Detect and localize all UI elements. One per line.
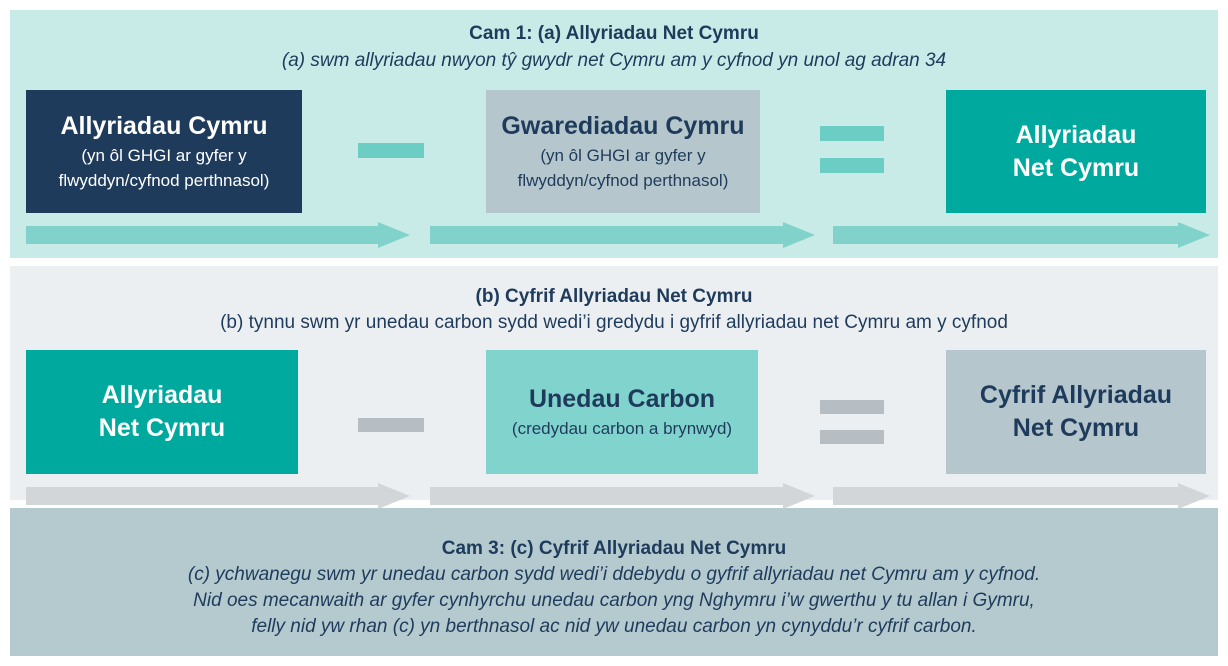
box: Allyriadau Net Cymru (946, 90, 1206, 213)
minus (358, 418, 424, 432)
equals (820, 126, 884, 141)
box-title: Gwarediadau Cymru (501, 112, 745, 140)
box: Cyfrif Allyriadau Net Cymru (946, 350, 1206, 474)
arrows-1 (26, 222, 1210, 248)
panel-3 (10, 508, 1218, 656)
box: Allyriadau Cymru (yn ôl GHGI ar gyfer y fl… (26, 90, 302, 213)
box-title: Allyriadau (1015, 120, 1137, 149)
arrows-2 (26, 483, 1210, 509)
subtitle: (b) tynnu swm yr unedau carbon sydd wedi… (220, 312, 1008, 333)
box: Allyriadau Net Cymru (26, 350, 298, 474)
box-note: (yn ôl GHGI ar gyfer y (540, 146, 706, 165)
text-line: (c) ychwanegu swm yr unedau carbon sydd … (187, 564, 1041, 585)
box-title: Net Cymru (1012, 153, 1140, 182)
box: Gwarediadau Cymru (yn ôl GHGI ar gyfer y f… (486, 90, 760, 213)
minus (358, 143, 424, 158)
title: (b) Cyfrif Allyriadau Net Cymru (475, 286, 753, 307)
text-line: felly nid yw rhan (c) yn berthnasol ac n… (251, 616, 977, 637)
box-title: Unedau Carbon (528, 385, 716, 413)
box-title: Net Cymru (1012, 414, 1140, 442)
box-note: flwyddyn/cyfnod perthnasol) (517, 171, 729, 190)
subtitle: (a) swm allyriadau nwyon tŷ gwydr net Cy… (281, 50, 947, 71)
text-line: Nid oes mecanwaith ar gyfer cynhyrchu un… (193, 590, 1035, 611)
box-note: flwyddyn/cyfnod perthnasol) (58, 171, 270, 190)
box-title: Cyfrif Allyriadau (979, 381, 1173, 409)
title: Cam 3: (c) Cyfrif Allyriadau Net Cymru (441, 538, 787, 559)
equals (820, 158, 884, 173)
box-note: (yn ôl GHGI ar gyfer y (81, 146, 247, 165)
equals (820, 430, 884, 444)
box-title: Allyriadau (101, 381, 223, 409)
box-note: (credydau carbon a brynwyd) (511, 419, 733, 438)
box: Unedau Carbon (credydau carbon a brynwyd) (486, 350, 758, 474)
title: Cam 1: (a) Allyriadau Net Cymru (469, 23, 759, 44)
box-title: Allyriadau Cymru (60, 112, 268, 140)
equals (820, 400, 884, 414)
box-title: Net Cymru (98, 414, 226, 442)
